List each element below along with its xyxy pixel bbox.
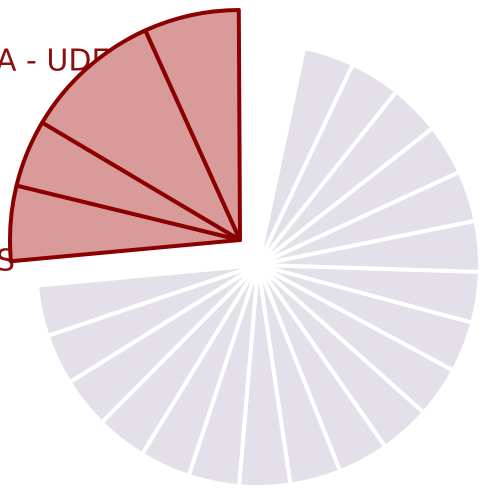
pie-slice (34, 263, 260, 338)
highlighted-slice (40, 28, 242, 242)
highlighted-slice (143, 8, 242, 242)
